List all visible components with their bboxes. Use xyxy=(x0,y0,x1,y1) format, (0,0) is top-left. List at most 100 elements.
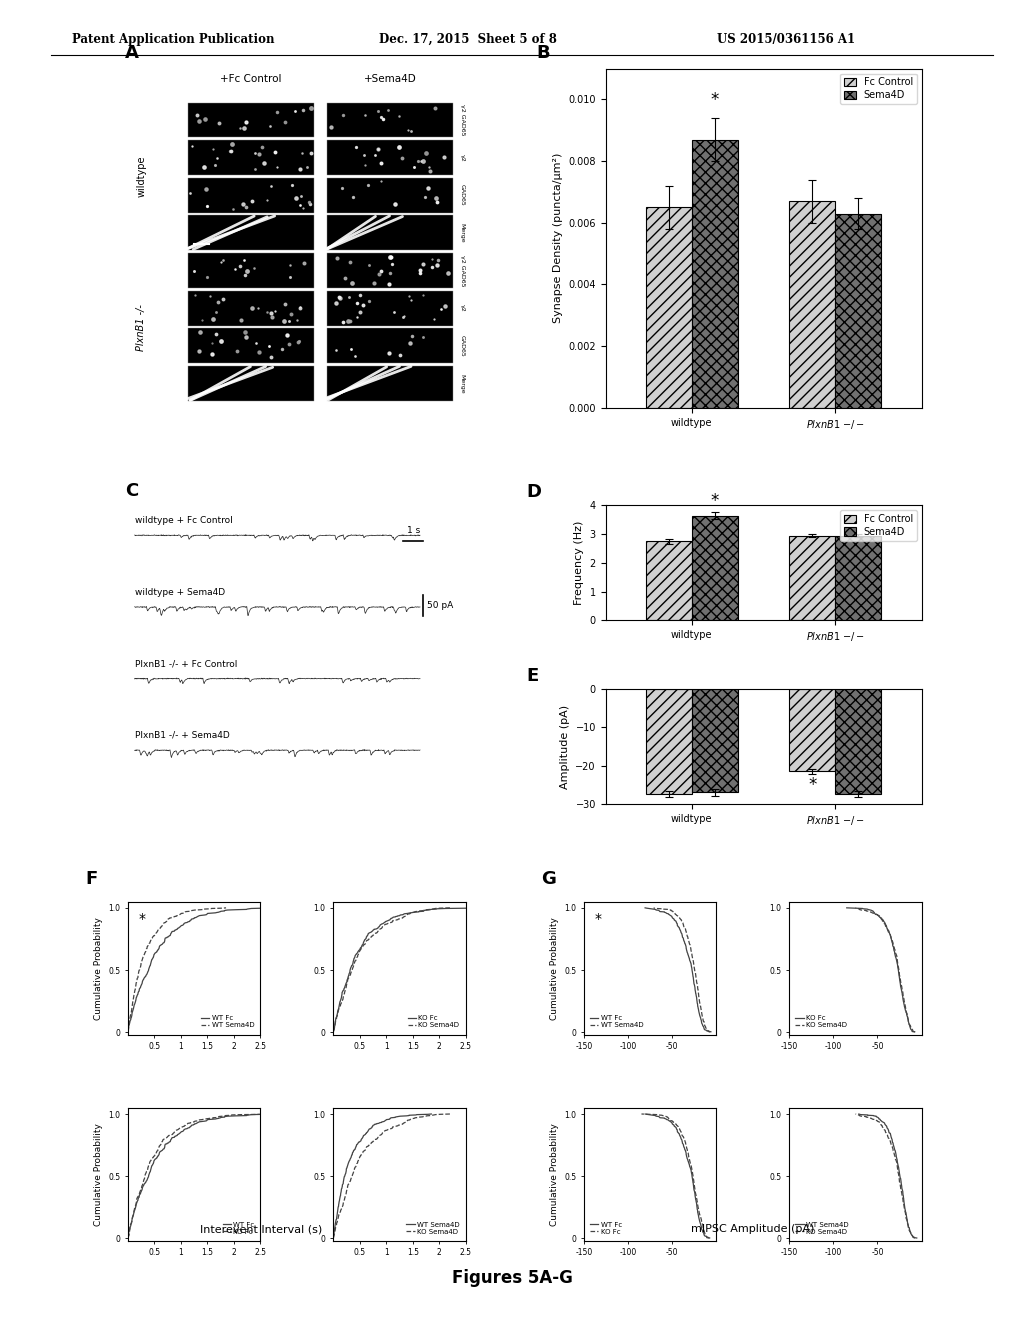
KO Fc xyxy=(635,1106,647,1122)
Line: WT Sema4D: WT Sema4D xyxy=(859,1114,916,1238)
KO Fc xyxy=(340,975,352,991)
WT Fc xyxy=(689,1189,701,1205)
KO Sema4D xyxy=(341,975,353,991)
Text: A: A xyxy=(125,44,138,62)
KO Fc xyxy=(896,983,908,999)
WT Fc xyxy=(136,1181,148,1197)
Bar xyxy=(692,516,737,620)
WT Sema4D xyxy=(901,1216,913,1232)
Line: KO Sema4D: KO Sema4D xyxy=(334,1114,450,1238)
KO Sema4D xyxy=(909,1024,922,1040)
WT Sema4D xyxy=(706,1024,718,1040)
WT Fc xyxy=(639,900,651,916)
KO Fc xyxy=(327,1024,339,1040)
Text: 50 pA: 50 pA xyxy=(427,601,453,610)
WT Fc xyxy=(122,1024,134,1040)
KO Fc xyxy=(281,1106,293,1122)
Text: Figures 5A-G: Figures 5A-G xyxy=(452,1269,572,1287)
Line: KO Sema4D: KO Sema4D xyxy=(855,908,915,1032)
KO Fc xyxy=(145,1152,158,1168)
WT Sema4D xyxy=(425,1106,437,1122)
KO Sema4D xyxy=(887,935,899,950)
Bar xyxy=(327,140,454,176)
KO Fc xyxy=(357,935,370,950)
KO Fc xyxy=(689,1181,701,1197)
Bar xyxy=(327,290,454,326)
WT Sema4D xyxy=(891,1152,903,1168)
KO Fc xyxy=(331,1008,343,1024)
KO Sema4D xyxy=(360,1140,373,1156)
WT Sema4D xyxy=(683,933,695,949)
Bar xyxy=(790,536,836,620)
KO Sema4D xyxy=(849,900,861,916)
KO Sema4D xyxy=(887,933,899,949)
Bar xyxy=(187,366,313,401)
WT Fc xyxy=(678,933,690,949)
Bar xyxy=(836,536,882,620)
Text: wildtype + Sema4D: wildtype + Sema4D xyxy=(134,587,224,597)
KO Sema4D xyxy=(339,1189,351,1205)
WT Sema4D xyxy=(344,1152,356,1168)
KO Sema4D xyxy=(890,946,902,962)
KO Sema4D xyxy=(360,933,373,949)
Bar xyxy=(187,290,313,326)
WT Fc xyxy=(279,900,291,916)
Text: GAD65: GAD65 xyxy=(460,185,465,206)
Bar xyxy=(187,329,313,363)
Bar xyxy=(790,689,836,771)
Y-axis label: Amplitude (pA): Amplitude (pA) xyxy=(560,705,569,788)
KO Fc xyxy=(908,1024,921,1040)
KO Fc xyxy=(337,983,349,999)
Legend: WT Fc, WT Sema4D: WT Fc, WT Sema4D xyxy=(199,1012,257,1031)
KO Sema4D xyxy=(360,1140,373,1156)
Bar xyxy=(327,215,454,251)
WT Fc xyxy=(148,1152,161,1168)
Legend: WT Fc, KO Fc: WT Fc, KO Fc xyxy=(220,1218,257,1237)
Bar xyxy=(646,207,692,408)
WT Fc xyxy=(678,935,690,950)
KO Fc xyxy=(894,975,906,991)
Text: *: * xyxy=(711,492,719,510)
KO Sema4D xyxy=(897,1189,909,1205)
WT Fc xyxy=(678,1140,690,1156)
Bar xyxy=(327,103,454,137)
WT Sema4D xyxy=(691,975,703,991)
Line: WT Sema4D: WT Sema4D xyxy=(653,908,712,1032)
KO Fc xyxy=(889,946,901,962)
KO Sema4D xyxy=(352,1152,365,1168)
KO Fc xyxy=(125,1216,137,1232)
Line: WT Fc: WT Fc xyxy=(645,908,710,1032)
WT Sema4D xyxy=(683,935,695,950)
Bar xyxy=(692,689,737,792)
KO Sema4D xyxy=(901,1008,913,1024)
Y-axis label: Synapse Density (puncta/μm²): Synapse Density (puncta/μm²) xyxy=(553,153,562,323)
Text: Dec. 17, 2015  Sheet 5 of 8: Dec. 17, 2015 Sheet 5 of 8 xyxy=(379,33,557,46)
WT Sema4D xyxy=(888,1140,900,1156)
Text: D: D xyxy=(526,483,542,500)
Text: E: E xyxy=(526,667,539,685)
WT Sema4D xyxy=(897,1189,909,1205)
Text: US 2015/0361156 A1: US 2015/0361156 A1 xyxy=(717,33,855,46)
Text: *: * xyxy=(138,912,145,927)
KO Fc xyxy=(886,933,898,949)
WT Fc xyxy=(694,1216,707,1232)
WT Fc xyxy=(682,946,694,962)
WT Sema4D xyxy=(686,946,698,962)
Text: γ2 GAD65: γ2 GAD65 xyxy=(460,255,465,286)
Text: γ2 GAD65: γ2 GAD65 xyxy=(460,104,465,136)
WT Sema4D xyxy=(349,1140,361,1156)
KO Fc xyxy=(886,935,898,950)
Bar xyxy=(187,253,313,288)
WT Fc xyxy=(703,1024,716,1040)
WT Fc xyxy=(158,935,170,950)
Legend: WT Fc, KO Fc: WT Fc, KO Fc xyxy=(588,1218,625,1237)
Text: PlxnB1 -/-: PlxnB1 -/- xyxy=(136,304,146,351)
Bar xyxy=(327,329,454,363)
KO Fc xyxy=(703,1230,716,1246)
Text: γ2: γ2 xyxy=(460,154,465,161)
KO Sema4D xyxy=(887,1140,899,1156)
Text: mIPSC Amplitude (pA): mIPSC Amplitude (pA) xyxy=(691,1224,814,1234)
KO Fc xyxy=(683,1152,695,1168)
KO Sema4D xyxy=(331,1216,343,1232)
WT Sema4D xyxy=(896,1181,908,1197)
